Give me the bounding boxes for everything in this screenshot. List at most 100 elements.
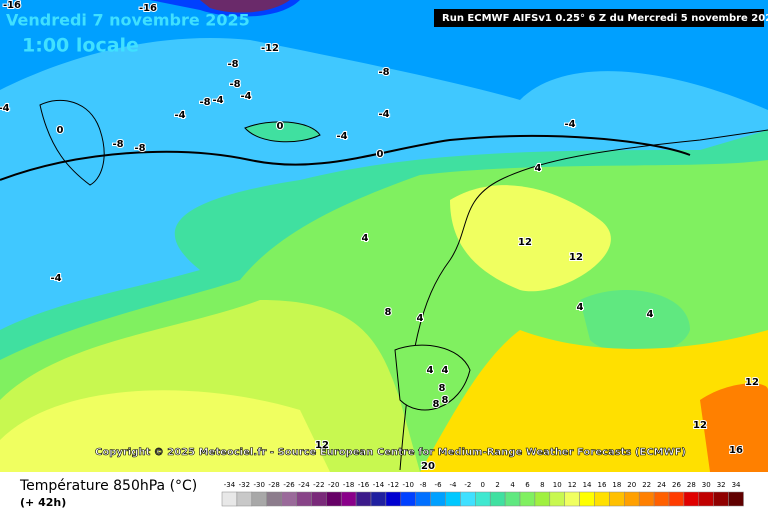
legend-label: 30	[702, 481, 711, 489]
legend-label: -12	[388, 481, 399, 489]
legend-label: 32	[717, 481, 726, 489]
legend-label: 28	[687, 481, 696, 489]
legend-label: 14	[583, 481, 592, 489]
date: Vendredi 7 novembre 2025	[6, 11, 250, 30]
legend-swatch	[698, 491, 714, 507]
legend-swatch	[475, 491, 491, 507]
contour-label: -16	[3, 0, 21, 11]
contour-label: 12	[569, 252, 583, 263]
contour-label: -4	[50, 273, 61, 284]
legend-swatch	[564, 491, 580, 507]
contour-label: 12	[518, 237, 532, 248]
contour-label: -4	[212, 95, 223, 106]
contour-label: 20	[421, 461, 435, 472]
legend-label: 4	[510, 481, 515, 489]
legend-label: -4	[449, 481, 457, 489]
contour-label: 12	[693, 420, 707, 431]
legend-label: -20	[328, 481, 339, 489]
legend-swatch	[460, 491, 476, 507]
contour-label: 4	[362, 233, 369, 244]
contour-label: -8	[378, 67, 389, 78]
legend-swatch	[519, 491, 536, 507]
contour-label: -8	[227, 59, 238, 70]
contour-label: 4	[442, 365, 449, 376]
legend-label: 22	[642, 481, 651, 489]
legend-swatch	[415, 491, 431, 507]
legend-label: 8	[540, 481, 544, 489]
contour-label: 4	[427, 365, 434, 376]
legend-label: 24	[657, 481, 666, 489]
legend-label: -2	[464, 481, 471, 489]
contour-label: 8	[439, 383, 446, 394]
legend-label: -16	[358, 481, 370, 489]
contour-label: 16	[729, 445, 743, 456]
contour-label: 12	[315, 440, 329, 451]
legend-swatch	[683, 491, 700, 507]
legend-label: -22	[313, 481, 324, 489]
legend-label: 6	[525, 481, 530, 489]
contour-label: 0	[377, 149, 384, 160]
legend-swatch	[668, 491, 685, 507]
legend-swatch	[609, 491, 625, 507]
contour-label: 4	[647, 309, 654, 320]
footer-title: Température 850hPa (°C)	[19, 478, 197, 494]
legend-swatch	[504, 491, 521, 507]
legend-swatch	[281, 491, 297, 507]
local-time: 1:00 locale	[22, 35, 139, 57]
contour-label: -8	[112, 139, 123, 150]
contour-label: -4	[336, 131, 347, 142]
contour-label: 4	[577, 302, 584, 313]
legend-swatch	[594, 491, 610, 507]
legend-label: -32	[239, 481, 250, 489]
legend-swatch	[549, 491, 565, 507]
legend-label: -8	[420, 481, 427, 489]
iberia	[394, 344, 471, 411]
contour-label: 12	[745, 377, 759, 388]
contour-label: 0	[57, 125, 64, 136]
footer-lead: (+ 42h)	[20, 496, 66, 509]
contour-label: -4	[564, 119, 575, 130]
legend-swatch	[430, 491, 446, 507]
legend-label: 0	[481, 481, 485, 489]
zone-europe	[450, 185, 611, 292]
legend-label: -30	[254, 481, 265, 489]
legend-swatch	[340, 491, 357, 507]
run-info: Run ECMWF AIFSv1 0.25° 6 Z du Mercredi 5…	[442, 13, 768, 24]
legend-swatch	[355, 491, 372, 507]
legend-swatch	[326, 491, 342, 507]
legend-swatch	[489, 491, 506, 507]
contour-label: 8	[433, 399, 440, 410]
legend-swatch	[311, 491, 327, 507]
legend-swatch	[579, 491, 595, 507]
contour-labels: -16-16-12-8-8-8-8-4-4-4-4-4-4-8-8000-4-4…	[0, 0, 760, 473]
legend-label: 2	[495, 481, 499, 489]
contour-label: 4	[417, 313, 424, 324]
map	[0, 0, 768, 472]
color-legend: -34 -32 -30 -28 -26 -24 -22 -20 -18 -16 -14 -12 -10-…	[221, 481, 744, 507]
legend-label: 16	[597, 481, 606, 489]
legend-swatch	[445, 491, 461, 507]
legend-swatch	[385, 491, 402, 507]
contour-label: -8	[199, 97, 210, 108]
legend-label: 34	[732, 481, 741, 489]
zone-balkans	[580, 290, 690, 354]
legend-label: 12	[568, 481, 577, 489]
contour-label: 0	[277, 121, 284, 132]
zero-isotherm	[0, 135, 691, 181]
legend-swatch	[624, 491, 640, 507]
legend-swatch	[266, 491, 282, 507]
contour-label: -8	[229, 79, 240, 90]
legend-swatch	[653, 491, 670, 507]
legend-label: 10	[553, 481, 562, 489]
contour-label: -16	[139, 3, 157, 14]
zone-warm-2	[0, 390, 330, 472]
legend-label: -28	[268, 481, 279, 489]
legend-swatch	[370, 491, 387, 507]
contour-label: -4	[0, 103, 10, 114]
contour-label: -4	[240, 91, 251, 102]
legend-swatch	[638, 491, 655, 507]
zone-cold	[0, 0, 768, 110]
legend-swatch	[251, 491, 267, 507]
legend-label: -14	[373, 481, 385, 489]
